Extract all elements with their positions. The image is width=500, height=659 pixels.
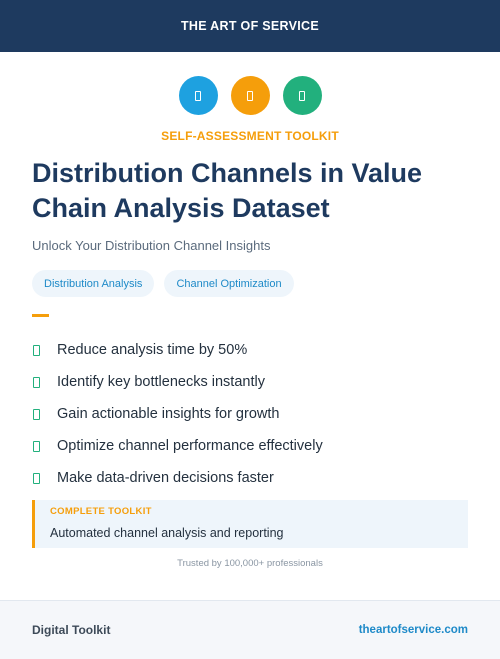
website-link[interactable]: theartofservice.com — [358, 624, 468, 636]
page-title: Distribution Channels in Value Chain Ana… — [32, 158, 423, 223]
check-icon — [33, 376, 40, 388]
footer: Digital Toolkit theartofservice.com — [0, 600, 500, 659]
trusted-note: Trusted by 100,000+ professionals — [177, 558, 323, 569]
benefit-item: Make data-driven decisions faster — [32, 462, 472, 494]
benefit-text: Gain actionable insights for growth — [57, 406, 280, 422]
callout-description: Automated channel analysis and reporting — [50, 526, 284, 540]
icon-row — [0, 76, 500, 115]
benefit-text: Identify key bottlenecks instantly — [57, 374, 265, 390]
top-banner: THE ART OF SERVICE — [0, 0, 500, 52]
check-icon — [33, 408, 40, 420]
check-icon — [33, 472, 40, 484]
footer-label: Digital Toolkit — [32, 623, 111, 637]
toolkit-callout: COMPLETE TOOLKIT Automated channel analy… — [32, 500, 468, 548]
brand-name: THE ART OF SERVICE — [180, 19, 320, 33]
kicker-label: SELF-ASSESSMENT TOOLKIT — [161, 129, 339, 143]
document-icon — [282, 76, 322, 115]
accent-divider — [32, 314, 49, 317]
benefit-text: Reduce analysis time by 50% — [57, 342, 248, 358]
benefit-item: Gain actionable insights for growth — [32, 398, 472, 430]
benefit-text: Optimize channel performance effectively — [57, 438, 323, 454]
callout-label: COMPLETE TOOLKIT — [50, 506, 152, 517]
benefit-list: Reduce analysis time by 50% Identify key… — [32, 334, 472, 494]
benefit-item: Reduce analysis time by 50% — [32, 334, 472, 366]
tag-row: Distribution Analysis Channel Optimizati… — [32, 270, 294, 297]
benefit-text: Make data-driven decisions faster — [57, 470, 274, 486]
check-icon — [33, 440, 40, 452]
tag-distribution-analysis: Distribution Analysis — [32, 270, 155, 297]
document-icon — [178, 76, 218, 115]
document-icon — [230, 76, 270, 115]
benefit-item: Identify key bottlenecks instantly — [32, 366, 472, 398]
subtitle: Unlock Your Distribution Channel Insight… — [32, 238, 271, 253]
tag-channel-optimization: Channel Optimization — [164, 270, 294, 297]
benefit-item: Optimize channel performance effectively — [32, 430, 472, 462]
check-icon — [33, 344, 40, 356]
